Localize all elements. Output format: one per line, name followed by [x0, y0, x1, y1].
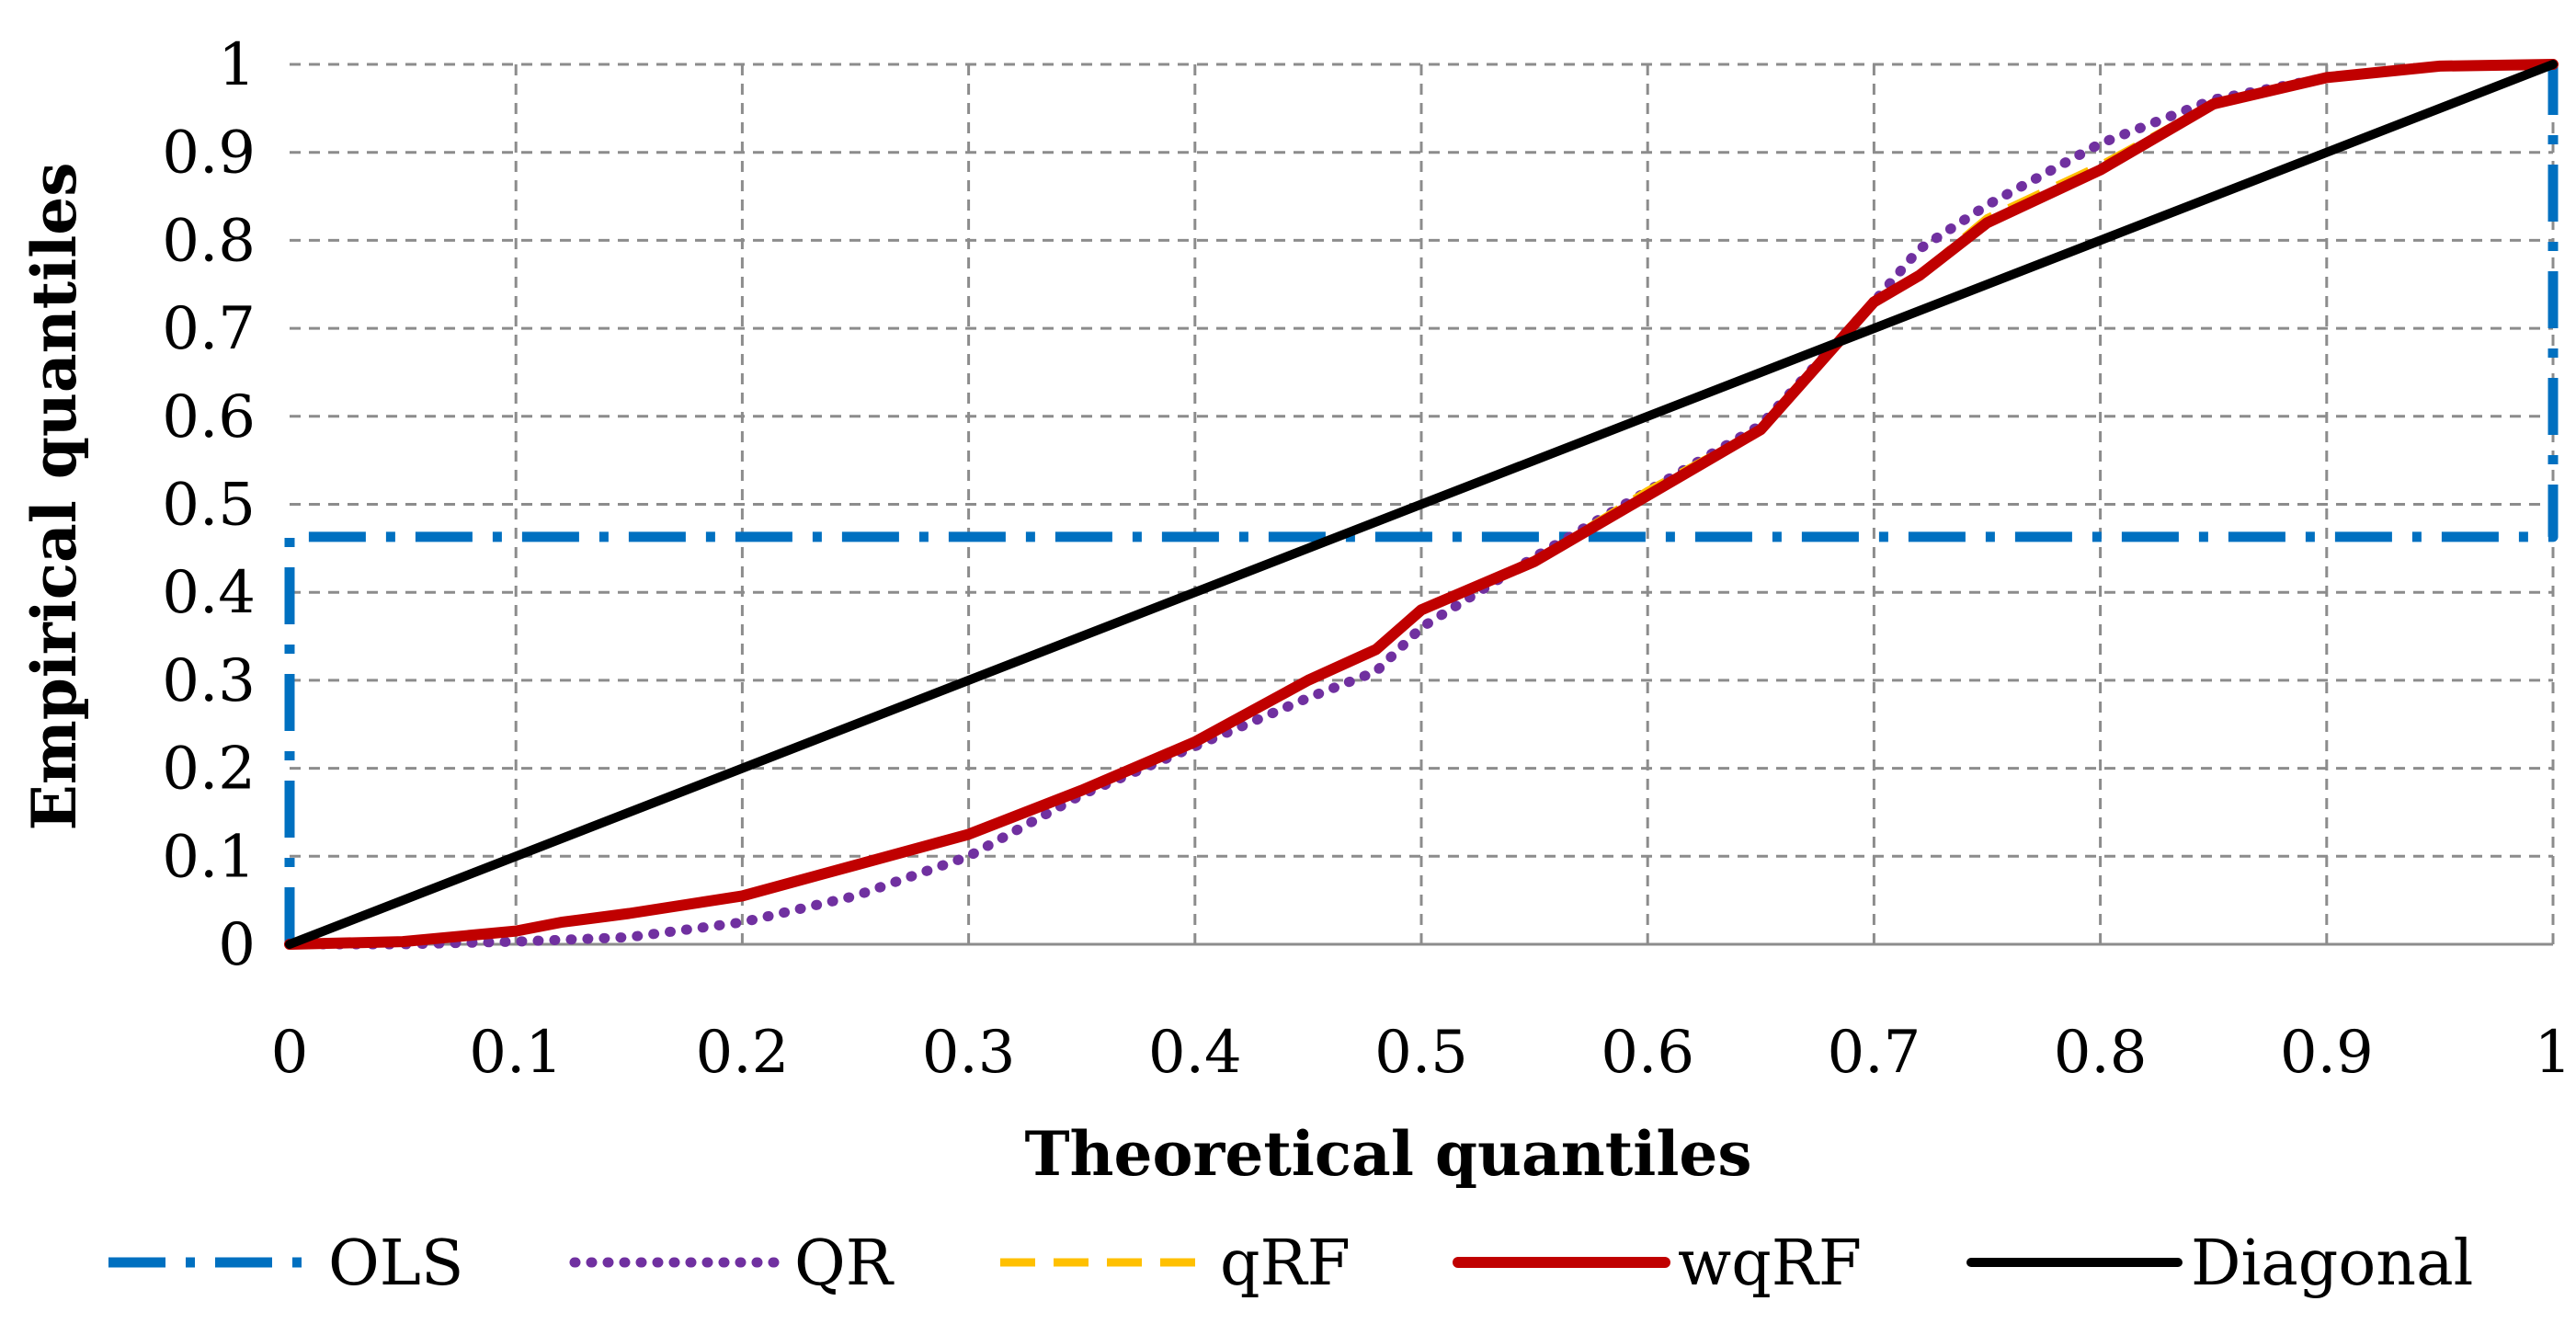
legend-label: wqRF [1678, 1227, 1862, 1300]
x-tick-label: 0.2 [696, 1019, 790, 1087]
y-tick-label: 0.5 [162, 472, 256, 540]
legend-label: Diagonal [2191, 1227, 2473, 1300]
x-tick-label: 0.3 [922, 1019, 1016, 1087]
x-axis-title: Theoretical quantiles [1024, 1118, 1751, 1190]
y-tick-label: 0.7 [162, 295, 256, 363]
legend-item-qrf: qRF [1000, 1227, 1351, 1300]
x-tick-label: 0.7 [1828, 1019, 1921, 1087]
legend: OLS QR qRF wqRF Diagonal [108, 1227, 2473, 1300]
y-tick-label: 0.6 [162, 383, 256, 451]
x-tick-label: 0.6 [1601, 1019, 1694, 1087]
series-wqrf-line [284, 59, 2559, 950]
x-tick-labels: 0 0.1 0.2 0.3 0.4 0.5 0.6 0.7 0.8 0.9 1 [271, 1019, 2572, 1087]
y-tick-label: 0.4 [162, 559, 256, 627]
x-tick-label: 0.1 [469, 1019, 563, 1087]
legend-label: OLS [328, 1227, 464, 1300]
y-tick-labels: 0 0.1 0.2 0.3 0.4 0.5 0.6 0.7 0.8 0.9 1 [162, 31, 256, 979]
series-diagonal-line [285, 60, 2558, 949]
legend-item-wqrf: wqRF [1453, 1227, 1862, 1300]
x-tick-label: 0.9 [2280, 1019, 2374, 1087]
series-lines [284, 59, 2559, 950]
y-tick-label: 0.3 [162, 647, 256, 715]
x-tick-label: 0.8 [2054, 1019, 2148, 1087]
y-tick-label: 1 [218, 31, 256, 99]
grid [290, 63, 2555, 946]
x-tick-label: 1 [2535, 1019, 2572, 1087]
x-tick-label: 0.5 [1374, 1019, 1468, 1087]
legend-item-qr: QR [569, 1227, 895, 1300]
y-tick-label: 0.2 [162, 736, 256, 804]
x-tick-label: 0 [271, 1019, 309, 1087]
series-ols-line [284, 64, 2559, 944]
legend-label: qRF [1220, 1227, 1351, 1300]
y-tick-label: 0.1 [162, 823, 256, 891]
y-axis-title: Empirical quantiles [18, 163, 90, 831]
legend-item-ols: OLS [108, 1227, 464, 1300]
y-tick-label: 0 [218, 911, 256, 979]
x-tick-label: 0.4 [1148, 1019, 1242, 1087]
legend-item-diagonal: Diagonal [1966, 1227, 2473, 1300]
legend-label: QR [794, 1227, 895, 1300]
y-tick-label: 0.8 [162, 207, 256, 275]
series-qr-line [284, 59, 2559, 950]
y-tick-label: 0.9 [162, 120, 256, 188]
